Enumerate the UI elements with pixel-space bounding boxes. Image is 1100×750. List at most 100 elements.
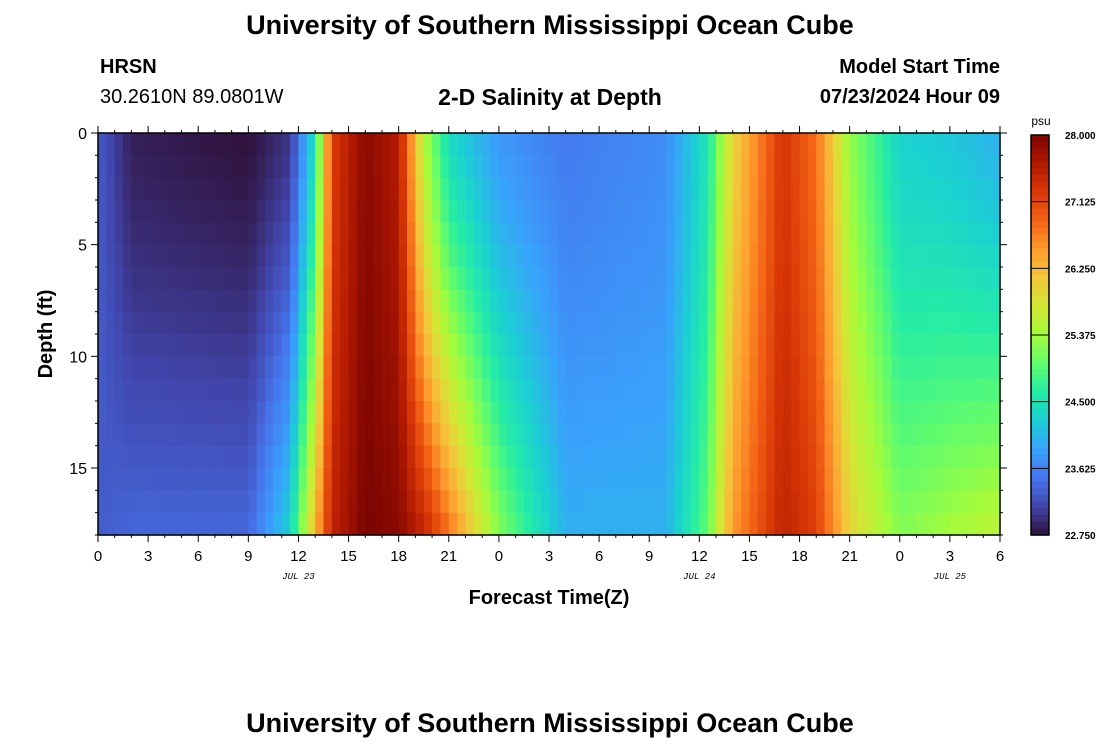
colorbar-segment xyxy=(1031,475,1049,483)
heatmap-cell xyxy=(749,401,759,424)
heatmap-cell xyxy=(807,378,817,402)
heatmap-cell xyxy=(206,356,216,380)
heatmap-cell xyxy=(515,289,525,313)
heatmap-cell xyxy=(331,512,341,536)
heatmap-cell xyxy=(532,512,542,536)
heatmap-cell xyxy=(958,267,968,290)
heatmap-cell xyxy=(164,222,174,246)
heatmap-cell xyxy=(98,177,107,201)
heatmap-cell xyxy=(849,378,859,402)
heatmap-cell xyxy=(365,155,375,179)
heatmap-cell xyxy=(799,311,809,335)
heatmap-cell xyxy=(974,155,984,179)
heatmap-cell xyxy=(799,401,809,424)
heatmap-cell xyxy=(98,334,107,357)
heatmap-cell xyxy=(323,445,333,469)
heatmap-cell xyxy=(799,445,809,469)
heatmap-cell xyxy=(757,267,767,290)
heatmap-cell xyxy=(498,244,508,268)
heatmap-cell xyxy=(615,356,625,380)
heatmap-cell xyxy=(866,512,876,536)
heatmap-cell xyxy=(866,490,876,514)
heatmap-cell xyxy=(816,200,826,223)
heatmap-cell xyxy=(98,200,107,223)
heatmap-cell xyxy=(198,177,208,201)
heatmap-cell xyxy=(624,445,634,469)
heatmap-cell xyxy=(874,401,884,424)
heatmap-cell xyxy=(832,445,842,469)
heatmap-cell xyxy=(582,334,592,357)
heatmap-cell xyxy=(699,468,709,491)
heatmap-cell xyxy=(874,423,884,447)
heatmap-cell xyxy=(540,311,550,335)
heatmap-cell xyxy=(816,311,826,335)
heatmap-cell xyxy=(924,244,934,268)
heatmap-cell xyxy=(306,289,316,313)
heatmap-cell xyxy=(323,222,333,246)
heatmap-cell xyxy=(281,423,291,447)
colorbar-segment xyxy=(1031,288,1049,296)
heatmap-cell xyxy=(156,378,166,402)
heatmap-cell xyxy=(114,177,124,201)
heatmap-cell xyxy=(749,445,759,469)
heatmap-cell xyxy=(582,244,592,268)
heatmap-cell xyxy=(824,289,834,313)
heatmap-cell xyxy=(724,468,734,491)
heatmap-cell xyxy=(298,378,308,402)
colorbar-segment xyxy=(1031,515,1049,523)
heatmap-cell xyxy=(841,468,851,491)
heatmap-cell xyxy=(164,155,174,179)
heatmap-cell xyxy=(131,445,141,469)
heatmap-cell xyxy=(298,222,308,246)
heatmap-cell xyxy=(757,311,767,335)
heatmap-cell xyxy=(732,289,742,313)
heatmap-cell xyxy=(682,356,692,380)
heatmap-cell xyxy=(273,133,283,156)
heatmap-cell xyxy=(607,200,617,223)
heatmap-cell xyxy=(381,244,391,268)
heatmap-cell xyxy=(223,490,233,514)
heatmap-cell xyxy=(423,222,433,246)
colorbar-segment xyxy=(1031,188,1049,196)
heatmap-cell xyxy=(816,378,826,402)
heatmap-cell xyxy=(732,177,742,201)
heatmap-cell xyxy=(590,445,600,469)
heatmap-cell xyxy=(139,311,149,335)
heatmap-cell xyxy=(832,401,842,424)
heatmap-cell xyxy=(924,177,934,201)
heatmap-cell xyxy=(173,222,183,246)
heatmap-cell xyxy=(933,244,943,268)
colorbar-segment xyxy=(1031,521,1049,529)
heatmap-cell xyxy=(457,133,467,156)
heatmap-cell xyxy=(498,401,508,424)
heatmap-cell xyxy=(348,155,358,179)
heatmap-cell xyxy=(523,468,533,491)
heatmap-cell xyxy=(916,356,926,380)
heatmap-cell xyxy=(841,334,851,357)
heatmap-cell xyxy=(858,512,867,536)
heatmap-cell xyxy=(632,177,642,201)
heatmap-cell xyxy=(448,222,458,246)
heatmap-cell xyxy=(473,356,483,380)
heatmap-cell xyxy=(423,177,433,201)
heatmap-cell xyxy=(114,468,124,491)
heatmap-cell xyxy=(131,423,141,447)
heatmap-cell xyxy=(582,378,592,402)
heatmap-cell xyxy=(139,356,149,380)
heatmap-cell xyxy=(949,378,959,402)
heatmap-cell xyxy=(582,200,592,223)
heatmap-cell xyxy=(574,244,584,268)
heatmap-cell xyxy=(273,356,283,380)
heatmap-cell xyxy=(223,401,233,424)
colorbar-segment xyxy=(1031,428,1049,436)
heatmap-cell xyxy=(482,311,492,335)
heatmap-cell xyxy=(799,177,809,201)
heatmap-cell xyxy=(139,133,149,156)
heatmap-cell xyxy=(574,311,584,335)
heatmap-cell xyxy=(323,423,333,447)
heatmap-cell xyxy=(908,244,918,268)
heatmap-cell xyxy=(239,244,249,268)
heatmap-cell xyxy=(824,356,834,380)
heatmap-cell xyxy=(549,267,558,290)
heatmap-cell xyxy=(423,267,433,290)
